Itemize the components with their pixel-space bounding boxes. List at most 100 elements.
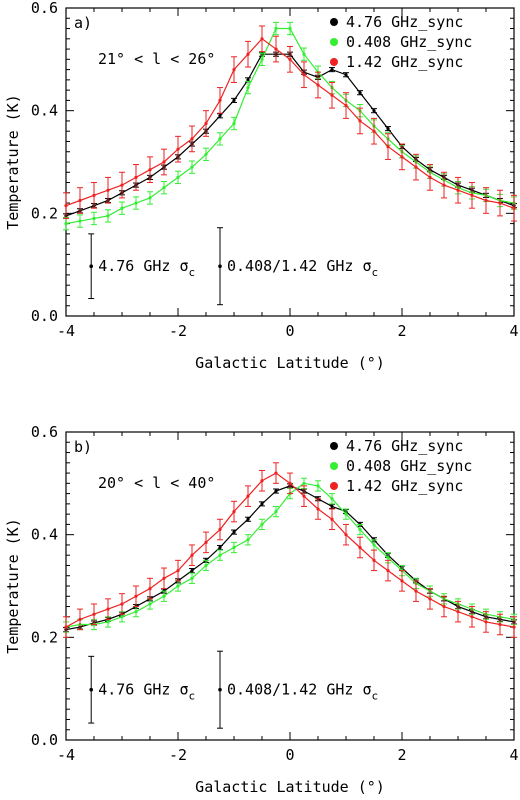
data-point [428,597,432,601]
data-point [344,533,348,537]
data-point [218,137,222,141]
data-point [260,57,264,61]
data-point [246,517,250,521]
data-point [428,175,432,179]
data-point [120,615,124,619]
data-point [92,612,96,616]
y-tick-label: 0.2 [31,204,58,222]
data-point [260,479,264,483]
x-tick-label: 2 [397,322,406,340]
x-tick-label: 2 [397,746,406,764]
sigma-subscript: c [189,690,196,703]
series-line [65,482,515,628]
data-point [106,620,110,624]
sigma-subscript: c [372,266,379,279]
x-tick-label: -2 [169,746,187,764]
data-point [134,594,138,598]
sigma-symbol: σ [362,257,371,275]
data-point [288,481,292,485]
data-point [288,57,292,61]
sigma-subscript: c [372,690,379,703]
data-point [92,216,96,221]
data-point [204,563,208,568]
data-point [358,91,362,95]
data-point [274,509,278,514]
data-point [148,586,152,591]
data-point [176,147,180,151]
legend-label: 4.76 GHz_sync [346,13,463,31]
data-point [260,502,264,506]
sigma-label: 0.408/1.42 GHz σc [227,681,378,703]
sigma-label: 4.76 GHz σc [98,681,195,703]
data-point [204,121,208,126]
sigma-symbol: σ [179,681,188,699]
chart-panel-b: -4 -2 0 2 4 0.0 0.2 0.4 0.6 Galactic Latitude (°)… [4,423,519,796]
data-point [106,607,110,611]
data-point [512,625,516,629]
data-point [372,558,376,562]
data-point [78,219,82,223]
x-tick-label: 4 [509,746,518,764]
data-point [190,569,194,573]
x-tick-label: -4 [57,322,75,340]
data-point [330,504,334,509]
sigma-point [89,687,93,692]
sigma-label-text: 4.76 GHz [98,257,179,275]
chart-panel-a: -4 -2 0 2 4 0.0 0.2 0.4 0.6 Galactic Latitude (°)… [4,0,519,372]
data-point [484,198,488,203]
legend-label: 1.42 GHz_sync [346,53,463,71]
data-point [302,481,306,485]
data-point [386,569,390,573]
data-point [246,538,250,542]
data-point [218,114,222,118]
data-point [134,201,138,205]
sigma-point [218,687,222,692]
data-point [442,183,446,187]
data-point [288,26,292,31]
data-point [246,52,250,56]
legend-marker [330,18,338,26]
data-point [358,527,362,532]
data-point [274,26,278,31]
data-point [344,512,348,516]
data-point [260,37,264,41]
data-point [78,198,82,203]
data-point [232,98,236,102]
data-point [232,68,236,72]
y-tick-label: 0.4 [31,526,58,544]
legend-marker [330,58,338,66]
data-point [330,93,334,97]
data-point [232,121,236,126]
data-point [400,579,404,583]
data-point [372,109,376,113]
x-tick-label: -4 [57,746,75,764]
data-point [120,602,124,606]
panel-label: b) [74,438,92,456]
data-point [414,589,418,593]
data-point [106,188,110,192]
legend-label: 0.408 GHz_sync [346,457,472,475]
x-tick-label: -2 [169,322,187,340]
data-point [470,193,474,197]
data-point [176,175,180,179]
data-point [218,545,222,550]
data-point [512,206,516,210]
series-0.408 [63,21,517,231]
data-point [106,214,110,218]
data-point [260,522,264,527]
data-point [232,545,236,550]
series-1.42 [63,25,517,222]
data-point [498,622,502,627]
x-axis-label: Galactic Latitude (°) [195,354,385,372]
data-point [120,206,124,210]
data-point [330,497,334,501]
data-point [190,576,194,580]
y-tick-label: 0.0 [31,731,58,749]
data-point [372,543,376,547]
data-point [148,196,152,200]
data-point [162,576,166,580]
series-4.76 [63,51,517,219]
data-point [78,617,82,621]
sigma-symbol: σ [179,257,188,275]
